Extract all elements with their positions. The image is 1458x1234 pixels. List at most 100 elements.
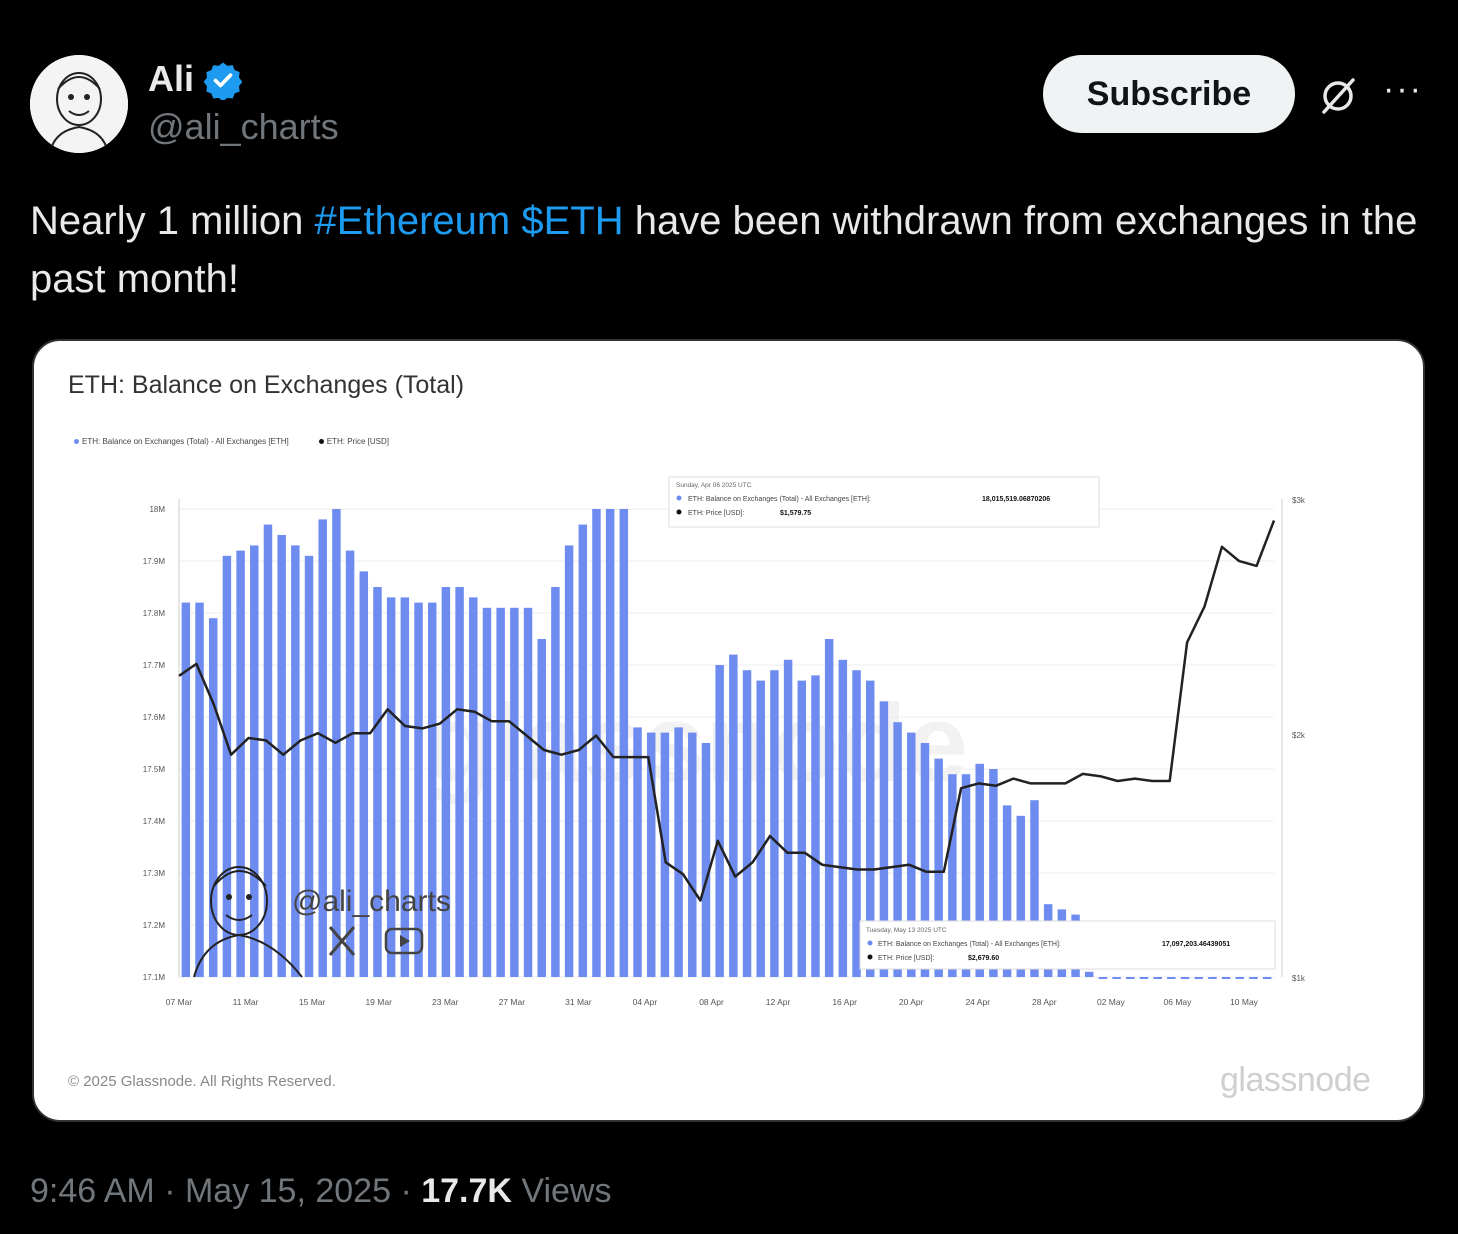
bar xyxy=(783,659,793,977)
bar xyxy=(250,545,259,977)
bar xyxy=(537,639,546,977)
bar xyxy=(934,758,943,977)
bar xyxy=(510,607,519,977)
bar xyxy=(948,774,957,977)
cashtag-link[interactable]: $ETH xyxy=(521,199,624,243)
bar xyxy=(619,509,629,977)
bar xyxy=(838,659,848,977)
bar xyxy=(277,535,286,977)
y-tick-label: 17.5M xyxy=(143,765,166,774)
bar xyxy=(496,607,505,977)
tooltip-bottom-balance-label: ETH: Balance on Exchanges (Total) - All … xyxy=(878,941,1061,948)
bar xyxy=(318,519,327,977)
bar xyxy=(236,550,245,977)
x-tick-label: 06 May xyxy=(1164,997,1193,1007)
bar xyxy=(633,727,642,977)
bar xyxy=(756,680,765,977)
bar xyxy=(1016,815,1026,977)
tweet-meta: 9:46 AM · May 15, 2025 · 17.7K Views xyxy=(30,1172,611,1211)
avatar-illustration xyxy=(30,55,128,153)
x-tick-label: 15 Mar xyxy=(299,997,326,1007)
bar xyxy=(715,665,724,977)
tooltip-top: Sunday, Apr 06 2025 UTC ETH: Balance on … xyxy=(668,476,1100,528)
tweet-time[interactable]: 9:46 AM xyxy=(30,1172,155,1210)
y-tick-label: 17.3M xyxy=(143,869,166,878)
youtube-icon xyxy=(384,927,424,955)
tooltip-bottom-price-value: $2,679.60 xyxy=(968,955,999,962)
tweet-text: Nearly 1 million #Ethereum $ETH have bee… xyxy=(30,192,1430,308)
bar xyxy=(811,675,820,977)
y-tick-label: 17.9M xyxy=(143,557,166,566)
tooltip-top-balance-value: 18,015,519.06870206 xyxy=(982,496,1050,503)
bar xyxy=(373,587,382,977)
bar xyxy=(961,774,971,977)
y-tick-label: 17.7M xyxy=(143,661,166,670)
tooltip-top-date: Sunday, Apr 06 2025 UTC xyxy=(676,482,752,489)
x-tick-label: 27 Mar xyxy=(499,997,526,1007)
author-handle[interactable]: @ali_charts xyxy=(148,106,339,147)
tweet-text-after: have been withdrawn from exchanges in th… xyxy=(30,199,1418,301)
legend-price-label: ETH: Price [USD] xyxy=(326,437,389,446)
chart: glassnode 18M17.9M17.8M17.7M17.6M17.5M17… xyxy=(143,476,1306,1007)
bar xyxy=(1249,977,1258,979)
bar xyxy=(1221,977,1231,979)
chart-legend: ETH: Balance on Exchanges (Total) - All … xyxy=(74,437,389,446)
bar xyxy=(1139,977,1149,979)
hashtag-link[interactable]: #Ethereum xyxy=(314,199,511,243)
verified-badge-icon xyxy=(203,62,243,100)
ali-watermark: @ali_charts xyxy=(193,866,451,978)
bar xyxy=(1262,977,1272,979)
bar xyxy=(359,571,369,977)
bar xyxy=(1112,977,1121,979)
author-name[interactable]: Ali xyxy=(148,58,195,99)
x-tick-label: 10 May xyxy=(1230,997,1259,1007)
bar xyxy=(646,732,656,977)
y-tick-label: 17.4M xyxy=(143,817,166,826)
y2-tick-label: $3k xyxy=(1292,496,1306,505)
bar xyxy=(263,524,273,977)
subscribe-button[interactable]: Subscribe xyxy=(1043,55,1295,133)
bar xyxy=(1153,977,1162,979)
more-options-icon[interactable]: ··· xyxy=(1383,70,1423,108)
bar xyxy=(469,597,478,977)
x-tick-label: 08 Apr xyxy=(699,997,724,1007)
x-tick-label: 11 Mar xyxy=(233,997,259,1007)
bar xyxy=(455,587,464,977)
views-count: 17.7K xyxy=(421,1172,512,1210)
bar xyxy=(1084,971,1094,977)
media-card[interactable]: glassnode 18M 17.9M 17.8M 17.7M 17.6M 17.5M 17… xyxy=(32,339,1425,1122)
y-tick-label: 17.8M xyxy=(143,609,166,618)
y-tick-label: 17.6M xyxy=(143,713,166,722)
avatar[interactable] xyxy=(30,55,128,153)
bar xyxy=(1208,977,1217,979)
bar xyxy=(578,524,588,977)
bar xyxy=(797,680,807,977)
bar xyxy=(701,743,711,977)
tooltip-bottom-date: Tuesday, May 13 2025 UTC xyxy=(866,927,947,934)
bar xyxy=(386,597,396,977)
x-tick-label: 02 May xyxy=(1097,997,1126,1007)
legend-item-balance[interactable]: ETH: Balance on Exchanges (Total) - All … xyxy=(74,437,289,446)
price-line xyxy=(178,520,1276,902)
grok-icon[interactable] xyxy=(1316,74,1360,118)
tooltip-top-price-label: ETH: Price [USD]: xyxy=(688,510,744,517)
tooltip-bottom-balance-value: 17,097,203.46439051 xyxy=(1162,941,1230,948)
x-logo-icon xyxy=(328,926,356,956)
x-tick-label: 20 Apr xyxy=(899,997,924,1007)
tweet-date[interactable]: May 15, 2025 xyxy=(184,1172,391,1210)
tooltip-bottom-price-label: ETH: Price [USD]: xyxy=(878,955,934,962)
tooltip-top-price-value: $1,579.75 xyxy=(780,510,811,517)
bar xyxy=(427,602,437,977)
bar xyxy=(852,670,861,977)
bar xyxy=(345,550,355,977)
bar xyxy=(605,509,615,977)
legend-item-price[interactable]: ETH: Price [USD] xyxy=(318,437,389,446)
x-tick-label: 28 Apr xyxy=(1032,997,1057,1007)
bar xyxy=(1167,977,1176,979)
tooltip-bottom: Tuesday, May 13 2025 UTC ETH: Balance on… xyxy=(859,920,1276,970)
bar xyxy=(688,732,697,977)
tooltip-top-balance-label: ETH: Balance on Exchanges (Total) - All … xyxy=(688,496,871,503)
x-tick-label: 12 Apr xyxy=(766,997,791,1007)
bar xyxy=(592,509,601,977)
chart-title: ETH: Balance on Exchanges (Total) xyxy=(68,371,465,399)
